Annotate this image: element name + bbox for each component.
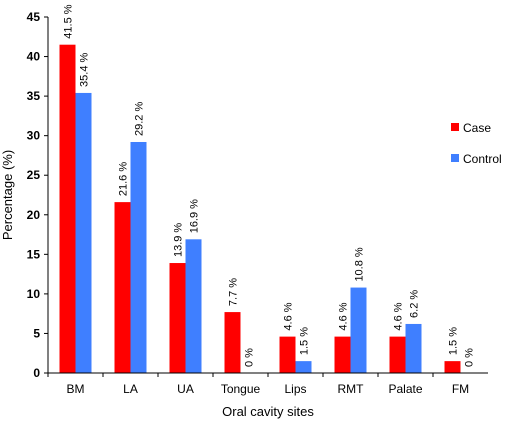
legend-swatch-control: [451, 154, 459, 162]
legend-label-case: Case: [463, 121, 491, 135]
data-label: 1.5 %: [299, 327, 311, 355]
y-tick-label: 35: [27, 89, 41, 103]
category-label: BM: [67, 382, 85, 396]
y-tick-label: 25: [27, 168, 41, 182]
data-label: 6.2 %: [409, 290, 421, 318]
bar-control-palate: [405, 323, 422, 373]
data-label: 4.6 %: [283, 302, 295, 330]
bar-case-bm: [59, 44, 76, 373]
bar-case-la: [114, 202, 131, 373]
category-label: LA: [123, 382, 138, 396]
category-label: Palate: [388, 382, 422, 396]
legend-swatch-case: [451, 123, 459, 131]
legend-label-control: Control: [463, 152, 502, 166]
bar-control-rmt: [350, 287, 367, 373]
y-tick-label: 0: [33, 366, 40, 380]
bar-control-la: [130, 141, 147, 373]
bar-case-palate: [389, 336, 406, 373]
bar-case-fm: [444, 361, 461, 373]
category-label: FM: [452, 382, 469, 396]
data-label: 13.9 %: [173, 223, 185, 257]
y-tick-label: 40: [27, 50, 41, 64]
y-tick-label: 5: [33, 326, 40, 340]
x-axis-title: Oral cavity sites: [222, 404, 314, 419]
data-label: 4.6 %: [338, 302, 350, 330]
data-label: 16.9 %: [189, 199, 201, 233]
bars-layer: [59, 44, 461, 374]
category-label: Lips: [284, 382, 306, 396]
data-label: 10.8 %: [354, 247, 366, 281]
bar-case-ua: [169, 263, 186, 373]
y-tick-label: 45: [27, 10, 41, 24]
bar-case-rmt: [334, 336, 351, 373]
data-label: 7.7 %: [228, 278, 240, 306]
bar-control-bm: [75, 92, 92, 374]
y-tick-label: 10: [27, 287, 41, 301]
y-tick-label: 30: [27, 129, 41, 143]
data-label: 41.5 %: [63, 4, 75, 38]
data-label: 0 %: [464, 348, 476, 367]
legend: Case Control: [451, 121, 502, 166]
y-tick-label: 20: [27, 208, 41, 222]
data-label: 4.6 %: [393, 302, 405, 330]
bar-case-lips: [279, 336, 296, 373]
bar-case-tongue: [224, 312, 241, 373]
data-label: 1.5 %: [448, 327, 460, 355]
category-label: UA: [177, 382, 194, 396]
data-label: 35.4 %: [79, 52, 91, 86]
y-ticks-layer: 0 5 10 15 20 25 30 35 40 45: [27, 10, 48, 380]
bar-control-lips: [295, 361, 312, 373]
data-label: 29.2 %: [134, 102, 146, 136]
y-tick-label: 15: [27, 247, 41, 261]
data-labels-layer: 41.5 % 21.6 % 13.9 % 7.7 % 4.6 % 4.6 % 4.6 % 1.…: [63, 4, 476, 367]
category-label: RMT: [338, 382, 365, 396]
data-label: 0 %: [244, 348, 256, 367]
y-axis-title: Percentage (%): [0, 150, 15, 240]
category-label: Tongue: [221, 382, 261, 396]
category-labels-layer: BM LA UA Tongue Lips RMT Palate FM: [47, 373, 469, 396]
bar-control-ua: [185, 239, 202, 373]
data-label: 21.6 %: [118, 162, 130, 196]
